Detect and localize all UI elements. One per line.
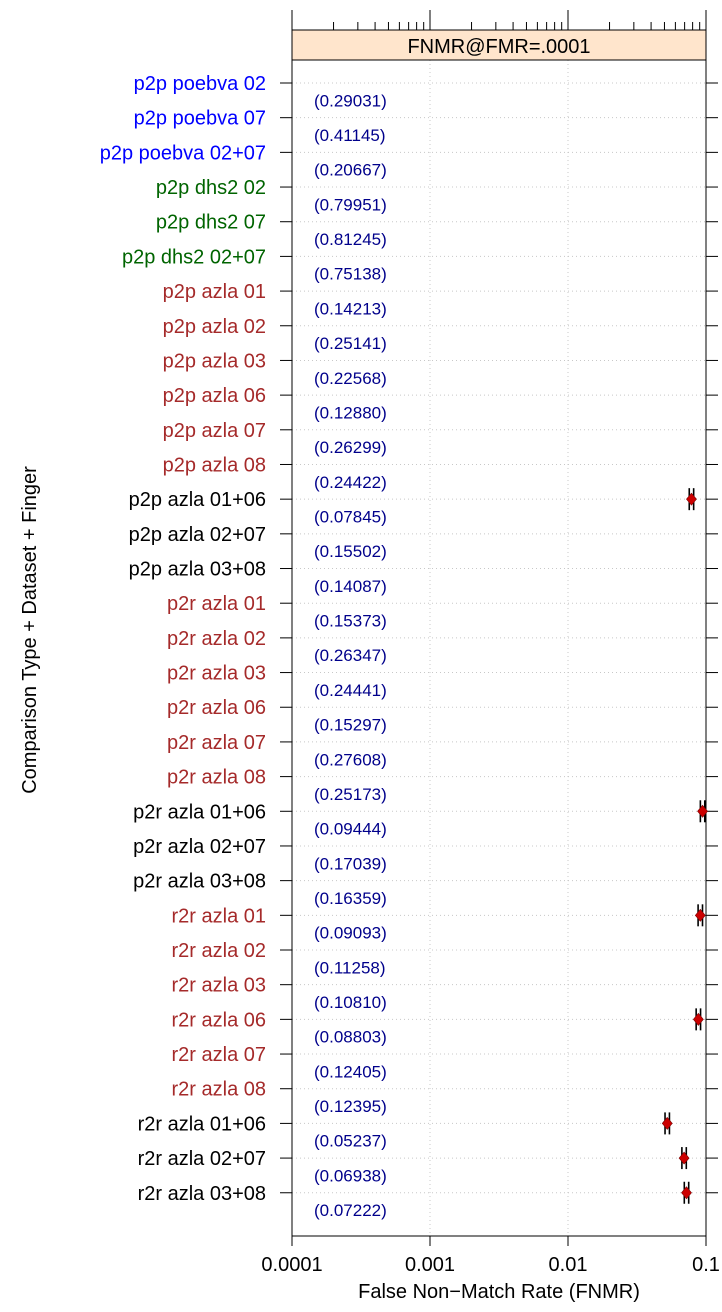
y-tick-label: r2r azla 02 [172, 940, 267, 962]
y-tick-label: p2r azla 03+08 [133, 871, 266, 893]
y-tick-label: p2p azla 07 [163, 420, 266, 442]
data-point [697, 800, 708, 823]
x-tick-label: 0.01 [549, 1254, 588, 1276]
y-tick-label: p2p dhs2 07 [156, 212, 266, 234]
y-tick-label: p2r azla 01 [167, 593, 266, 615]
value-label: (0.12405) [314, 1062, 387, 1081]
value-label: (0.17039) [314, 854, 387, 873]
y-tick-label: p2p azla 08 [163, 454, 266, 476]
y-tick-label: p2r azla 02 [167, 628, 266, 650]
data-point [686, 488, 697, 511]
value-labels: (0.29031) (0.41145) (0.20667) (0.79951) (0.8… [314, 91, 387, 1220]
y-axis-label: Comparison Type + Dataset + Finger [19, 466, 41, 794]
y-tick-label: p2r azla 02+07 [133, 836, 266, 858]
y-tick-label: r2r azla 08 [172, 1079, 267, 1101]
value-label: (0.09444) [314, 820, 387, 839]
y-tick-label: r2r azla 07 [172, 1044, 267, 1066]
value-label: (0.05237) [314, 1132, 387, 1151]
plot-panel [291, 59, 707, 1237]
y-tick-label: r2r azla 01 [172, 905, 267, 927]
x-tick-label: 0.001 [405, 1254, 455, 1276]
y-tick-label: p2p azla 02+07 [129, 524, 266, 546]
y-tick-label: r2r azla 02+07 [138, 1148, 266, 1170]
y-tick-label: p2r azla 08 [167, 767, 266, 789]
y-tick-label: r2r azla 03+08 [138, 1183, 266, 1205]
value-label: (0.08803) [314, 1028, 387, 1047]
value-label: (0.14087) [314, 577, 387, 596]
value-label: (0.12880) [314, 403, 387, 422]
data-point [681, 1181, 692, 1204]
value-label: (0.29031) [314, 91, 387, 110]
value-label: (0.24422) [314, 473, 387, 492]
point-marker [692, 1012, 704, 1026]
value-label: (0.41145) [314, 126, 386, 145]
strip-label: FNMR@FMR=.0001 [407, 36, 590, 58]
value-label: (0.26299) [314, 438, 387, 457]
point-marker [681, 1186, 692, 1200]
y-tick-label: p2p poebva 02+07 [100, 142, 266, 164]
value-label: (0.09093) [314, 924, 387, 943]
value-label: (0.07845) [314, 508, 387, 527]
value-label: (0.07222) [314, 1201, 387, 1220]
value-label: (0.25141) [314, 334, 387, 353]
x-axis-label: False Non−Match Rate (FNMR) [358, 1281, 640, 1303]
data-point [678, 1147, 690, 1170]
top-minor-ticks [291, 10, 707, 30]
x-axis: 0.0001 0.001 0.01 0.1 [261, 1236, 720, 1276]
data-points [661, 488, 708, 1204]
y-axis: p2p poebva 02 p2p poebva 07 p2p poebva 02+… [100, 73, 718, 1205]
y-tick-label: p2p azla 06 [163, 385, 266, 407]
value-label: (0.25173) [314, 785, 387, 804]
value-label: (0.12395) [314, 1097, 387, 1116]
y-tick-label: p2r azla 03 [167, 663, 266, 685]
value-label: (0.16359) [314, 889, 387, 908]
point-marker [686, 492, 697, 506]
value-label: (0.15502) [314, 542, 387, 561]
value-label: (0.15297) [314, 716, 387, 735]
y-tick-label: r2r azla 01+06 [138, 1113, 266, 1135]
y-tick-label: p2p azla 03+08 [129, 559, 266, 581]
grid-lines [292, 60, 706, 1236]
value-label: (0.06938) [314, 1166, 387, 1185]
point-marker [694, 908, 706, 922]
y-tick-label: p2p dhs2 02 [156, 177, 266, 199]
point-marker [661, 1116, 673, 1130]
value-label: (0.22568) [314, 369, 387, 388]
data-point [694, 904, 706, 927]
y-tick-label: p2p azla 01+06 [129, 489, 266, 511]
y-tick-label: p2p azla 02 [163, 316, 266, 338]
data-point [692, 1008, 704, 1031]
y-tick-label: p2r azla 01+06 [133, 801, 266, 823]
y-tick-label: p2p azla 03 [163, 350, 266, 372]
value-label: (0.79951) [314, 195, 387, 214]
value-label: (0.15373) [314, 612, 387, 631]
value-label: (0.75138) [314, 265, 387, 284]
y-tick-label: p2p dhs2 02+07 [122, 246, 266, 268]
value-label: (0.27608) [314, 750, 387, 769]
point-marker [697, 804, 708, 818]
value-label: (0.20667) [314, 161, 387, 180]
y-tick-label: p2r azla 07 [167, 732, 266, 754]
y-tick-label: p2r azla 06 [167, 697, 266, 719]
y-tick-label: r2r azla 06 [172, 1009, 267, 1031]
value-label: (0.24441) [314, 681, 387, 700]
value-label: (0.26347) [314, 646, 387, 665]
x-tick-label: 0.0001 [261, 1254, 322, 1276]
value-label: (0.10810) [314, 993, 387, 1012]
y-tick-label: r2r azla 03 [172, 975, 267, 997]
x-tick-label: 0.1 [692, 1254, 720, 1276]
y-tick-label: p2p azla 01 [163, 281, 266, 303]
data-point [661, 1112, 673, 1135]
value-label: (0.81245) [314, 230, 387, 249]
value-label: (0.14213) [314, 299, 387, 318]
value-label: (0.11258) [314, 958, 386, 977]
y-tick-label: p2p poebva 07 [134, 108, 266, 130]
y-tick-label: p2p poebva 02 [134, 73, 266, 95]
point-marker [678, 1151, 690, 1165]
